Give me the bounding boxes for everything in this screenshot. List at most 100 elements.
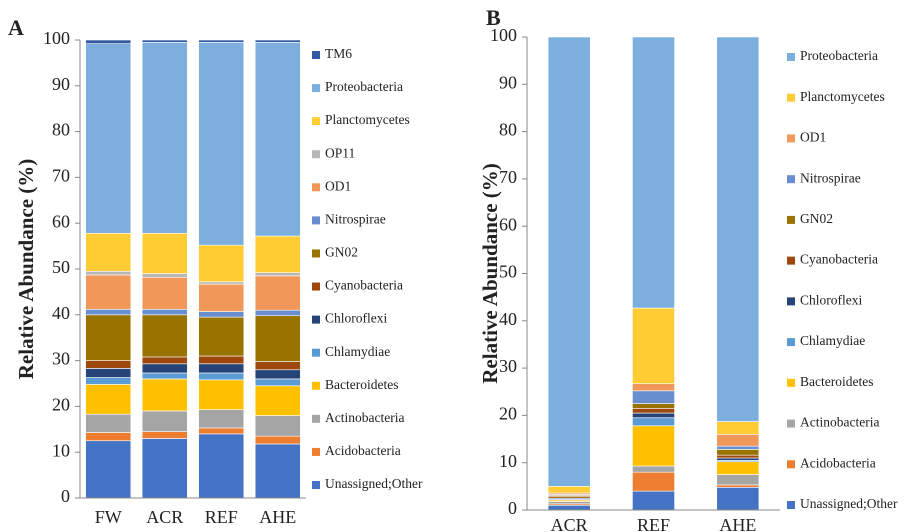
- bar-segment: [632, 412, 675, 419]
- bar-segment: [547, 486, 591, 494]
- bar-segment: [716, 461, 760, 475]
- bar-segment: [85, 384, 132, 415]
- bar-segment: [141, 309, 188, 316]
- bar-segment: [254, 275, 301, 311]
- bar-segment: [254, 385, 301, 416]
- bar-segment: [141, 232, 188, 274]
- legend-label: Chloroflexi: [325, 311, 387, 326]
- bar-segment: [85, 43, 132, 234]
- legend-label: Actinobacteria: [800, 415, 879, 430]
- legend-label: Unassigned;Other: [325, 476, 423, 491]
- bar-segment: [632, 390, 675, 404]
- bar-segment: [254, 378, 301, 387]
- legend-swatch: [787, 378, 795, 387]
- bar-segment: [85, 432, 132, 442]
- bar-segment: [141, 363, 188, 374]
- bar-segment: [198, 41, 245, 246]
- bar-segment: [254, 361, 301, 371]
- legend-swatch: [787, 134, 795, 143]
- legend-swatch: [312, 315, 320, 324]
- legend-label: Actinobacteria: [325, 410, 404, 425]
- legend-label: Planctomycetes: [800, 89, 885, 104]
- bar-segment: [85, 314, 132, 361]
- y-tick-label: 70: [52, 166, 70, 186]
- legend-swatch: [787, 215, 795, 224]
- bar-segment: [254, 272, 301, 277]
- legend-swatch: [312, 481, 320, 489]
- legend-label: Nitrospirae: [800, 170, 861, 185]
- legend-swatch: [787, 256, 795, 265]
- bar-segment: [85, 360, 132, 369]
- legend-label: Chloroflexi: [800, 292, 862, 307]
- bar-segment: [141, 276, 188, 310]
- bar-segment: [141, 438, 188, 499]
- panel-label: A: [8, 15, 24, 40]
- y-tick-label: 10: [52, 440, 70, 460]
- legend-swatch: [312, 150, 320, 159]
- y-tick-label: 30: [52, 349, 70, 369]
- bar-segment: [716, 484, 760, 488]
- bar-segment: [254, 443, 301, 499]
- legend-swatch: [312, 51, 320, 59]
- bar-segment: [632, 36, 675, 309]
- y-tick-label: 40: [499, 309, 517, 329]
- x-tick-label: ACR: [146, 507, 183, 527]
- legend-label: Planctomycetes: [325, 112, 410, 127]
- bar-segment: [141, 39, 188, 43]
- bar-segment: [716, 449, 760, 456]
- bar-segment: [198, 283, 245, 312]
- y-tick-label: 90: [52, 74, 70, 94]
- bar-segment: [716, 36, 760, 422]
- legend-swatch: [312, 216, 320, 225]
- legend-label: Acidobacteria: [800, 455, 876, 470]
- bar-segment: [198, 433, 245, 499]
- y-tick-label: 100: [43, 28, 70, 48]
- y-tick-label: 70: [499, 167, 517, 187]
- x-tick-label: ACR: [551, 515, 588, 532]
- bar-segment: [547, 501, 591, 505]
- legend-label: Cyanobacteria: [800, 252, 878, 267]
- bar-segment: [254, 315, 301, 362]
- legend-swatch: [312, 348, 320, 357]
- legend-swatch: [312, 414, 320, 423]
- bar-segment: [141, 356, 188, 365]
- y-tick-label: 60: [499, 214, 517, 234]
- legend-swatch: [787, 338, 795, 347]
- legend-swatch: [312, 381, 320, 390]
- x-tick-label: REF: [205, 507, 238, 527]
- bar-segment: [85, 274, 132, 310]
- bar-segment: [85, 39, 132, 44]
- bar-segment: [632, 465, 675, 473]
- bar-segment: [254, 415, 301, 437]
- bar-segment: [632, 425, 675, 467]
- bar-segment: [141, 273, 188, 278]
- bar-segment: [198, 379, 245, 410]
- bar-segment: [141, 372, 188, 380]
- legend-label: OD1: [800, 130, 826, 145]
- bar-segment: [254, 41, 301, 237]
- bar-segment: [632, 383, 675, 392]
- bar-segment: [198, 316, 245, 357]
- x-tick-label: AHE: [719, 515, 756, 532]
- y-tick-label: 30: [499, 356, 517, 376]
- bar-segment: [716, 445, 760, 450]
- legend-swatch: [787, 419, 795, 428]
- bar-segment: [716, 434, 760, 447]
- bar-segment: [198, 427, 245, 435]
- x-tick-label: FW: [95, 507, 122, 527]
- bar-segment: [85, 413, 132, 433]
- bar-segment: [198, 244, 245, 283]
- legend-label: Proteobacteria: [800, 48, 878, 63]
- bar-segment: [716, 474, 760, 486]
- bar-segment: [632, 403, 675, 409]
- legend-swatch: [787, 175, 795, 184]
- bar-segment: [632, 417, 675, 427]
- legend-label: OD1: [325, 178, 351, 193]
- bar-segment: [141, 378, 188, 412]
- bar-segment: [85, 232, 132, 272]
- bar-segment: [85, 368, 132, 378]
- legend-swatch: [312, 282, 320, 291]
- legend-swatch: [312, 183, 320, 192]
- bar-segment: [716, 486, 760, 511]
